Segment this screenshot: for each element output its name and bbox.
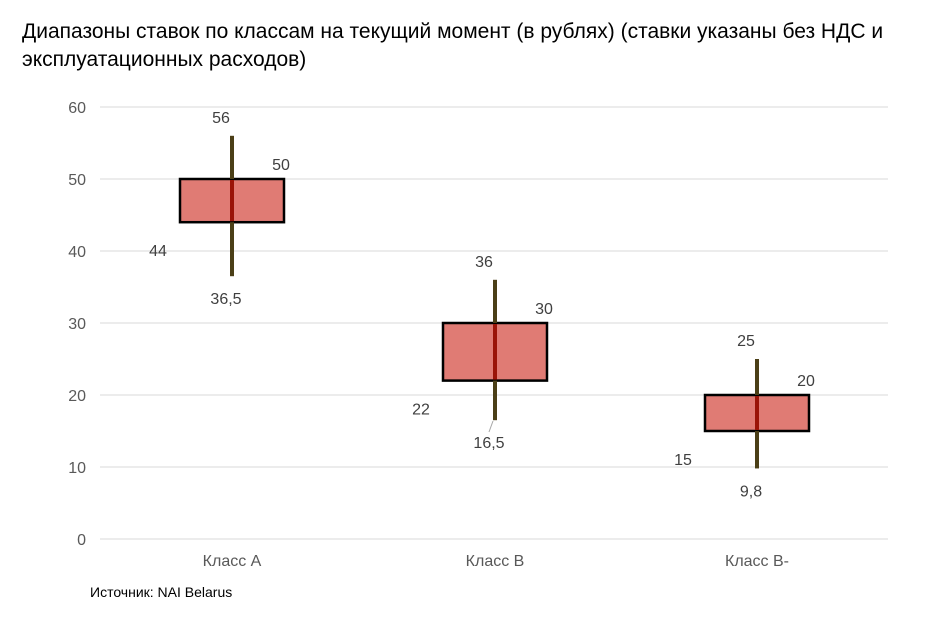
label-box-high-2: 30: [535, 301, 553, 318]
label-box-low-1: 44: [149, 243, 167, 260]
label-high-2: 36: [475, 254, 493, 271]
label-box-low-2: 22: [412, 402, 430, 419]
label-box-low-3: 15: [674, 452, 692, 469]
y-tick-label-30: 30: [68, 316, 86, 333]
x-category-label-3: Класс В-: [725, 553, 789, 570]
y-tick-label-50: 50: [68, 172, 86, 189]
label-leader-low-2: [488, 420, 494, 433]
source-note: Источник: NAI Belarus: [90, 584, 233, 600]
y-tick-label-0: 0: [77, 532, 86, 549]
label-high-1: 56: [212, 110, 230, 127]
label-high-3: 25: [737, 333, 755, 350]
y-tick-label-40: 40: [68, 244, 86, 261]
x-category-label-2: Класс В: [466, 553, 525, 570]
label-low-3: 9,8: [740, 483, 762, 500]
label-low-1: 36,5: [210, 291, 241, 308]
y-tick-label-60: 60: [68, 100, 86, 117]
y-tick-label-10: 10: [68, 460, 86, 477]
chart-title: Диапазоны ставок по классам на текущий м…: [22, 20, 884, 71]
x-category-label-1: Класс А: [203, 553, 262, 570]
label-box-high-3: 20: [797, 373, 815, 390]
label-box-high-1: 50: [272, 157, 290, 174]
label-low-2: 16,5: [473, 435, 504, 452]
y-tick-label-20: 20: [68, 388, 86, 405]
